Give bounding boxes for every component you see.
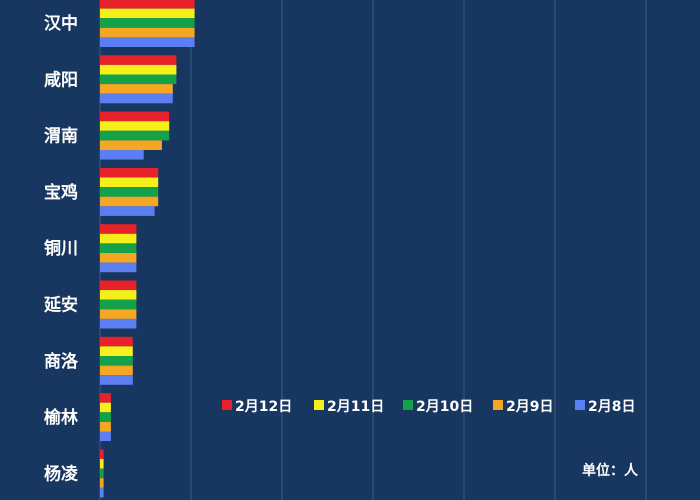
bar [100, 318, 137, 329]
legend-swatch [575, 400, 585, 410]
bar [100, 365, 133, 376]
bar [100, 187, 159, 197]
bar [100, 18, 195, 28]
bar [100, 167, 159, 178]
category-label: 商洛 [44, 351, 79, 372]
category-label: 铜川 [44, 238, 78, 259]
bar [100, 393, 111, 403]
category-label: 咸阳 [44, 69, 78, 90]
bar [100, 356, 133, 366]
bar [100, 27, 195, 38]
legend: 2月12日 2月11日 2月10日 2月9日 2月8日 [222, 399, 635, 415]
bar [100, 262, 137, 273]
bar [100, 478, 104, 488]
bar [100, 206, 155, 216]
category-label: 汉中 [44, 13, 78, 34]
bar [100, 243, 137, 253]
bar [100, 233, 137, 244]
bar [100, 412, 111, 422]
bar [100, 121, 170, 131]
legend-swatch [314, 400, 324, 410]
bar [100, 375, 133, 385]
bar [100, 421, 111, 432]
bar [100, 93, 173, 104]
category-label: 延安 [43, 295, 78, 316]
legend-label: 2月9日 [506, 399, 553, 415]
category-label: 宝鸡 [44, 182, 78, 203]
bar [100, 459, 104, 469]
legend-label: 2月8日 [588, 399, 635, 415]
bar [100, 346, 133, 356]
unit-label: 单位：人 [582, 463, 638, 479]
bar [100, 336, 133, 347]
bar [100, 253, 137, 263]
legend-swatch [222, 400, 232, 410]
legend-label: 2月11日 [327, 399, 384, 415]
bar [100, 150, 144, 160]
bar [100, 140, 162, 150]
bar [100, 468, 104, 479]
bar [100, 111, 170, 122]
legend-label: 2月12日 [235, 399, 292, 415]
category-label: 榆林 [44, 407, 78, 428]
bar [100, 74, 177, 85]
bar [100, 8, 195, 19]
bar [100, 0, 195, 9]
gridlines [99, 0, 647, 500]
legend-label: 2月10日 [416, 399, 473, 415]
bar [100, 177, 159, 188]
bar [100, 402, 111, 413]
bar [100, 37, 195, 47]
legend-swatch [493, 400, 503, 410]
bar [100, 280, 137, 291]
bar [100, 290, 137, 300]
category-label: 渭南 [44, 126, 78, 147]
bar [100, 449, 104, 459]
bar [100, 487, 104, 498]
bar [100, 309, 137, 319]
bar [100, 64, 177, 75]
bar [100, 224, 137, 234]
bar [100, 299, 137, 310]
category-label: 杨凌 [44, 463, 79, 484]
bar [100, 130, 170, 141]
legend-swatch [403, 400, 413, 410]
bar [100, 55, 177, 65]
bar [100, 196, 159, 207]
bar [100, 84, 173, 94]
bars [100, 0, 195, 498]
bar [100, 431, 111, 442]
